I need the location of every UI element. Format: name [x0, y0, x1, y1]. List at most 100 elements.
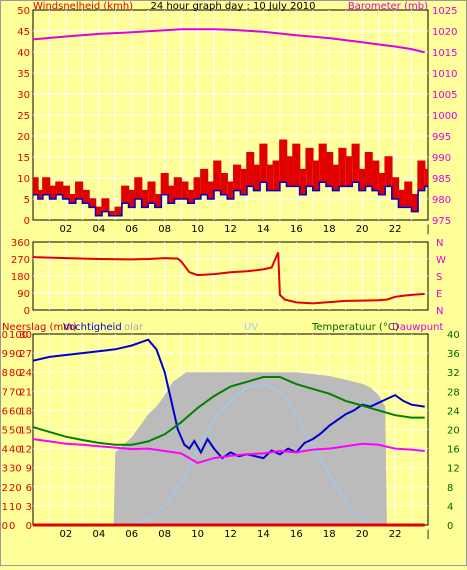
humidity-tick-label: 90 [9, 349, 22, 360]
wind-gust-bar [207, 182, 215, 199]
humidity-tick-label: 80 [9, 368, 22, 379]
uv-line [115, 383, 371, 526]
x-tick-label: 22 [389, 529, 402, 540]
x-tick-label: 08 [158, 224, 171, 235]
temperature-axis-label: Temperatuur (°C) [311, 322, 399, 333]
temp-left-tick-label: 0 [26, 521, 32, 532]
wind-gust-bar [266, 165, 274, 191]
wind-tick-label: 5 [24, 195, 30, 206]
temp-left-tick-label: 15 [19, 426, 32, 437]
wind-gust-bar [161, 173, 168, 195]
wind-average-line [33, 181, 428, 217]
temp-left-tick-label: 6 [26, 483, 32, 494]
wind-gust-bar [220, 173, 228, 195]
temperature-tick-label: 16 [447, 445, 460, 456]
wind-gust-bar [214, 161, 221, 191]
wind-gust-bar [339, 148, 346, 187]
wind-gust-bar [273, 161, 280, 191]
rain-tick-label: 2 [2, 483, 8, 494]
uv-axis-label: UV [244, 322, 258, 333]
wind-tick-label: 45 [17, 27, 30, 38]
wind-series [32, 28, 428, 217]
wind-gust-bar [286, 157, 294, 187]
temp-left-tick-label: 18 [19, 406, 32, 417]
wind-gust-bar [82, 190, 89, 204]
wind-gust-bar [42, 178, 50, 195]
temperature-tick-label: 32 [447, 368, 460, 379]
temperature-series [32, 338, 425, 527]
temp-left-tick-label: 12 [19, 445, 32, 456]
temperature-tick-label: 12 [447, 464, 460, 475]
x-tick-label: 18 [323, 224, 336, 235]
wind-axis-label: Windsnelheid (kmh) [33, 1, 133, 12]
barometer-tick-label: 975 [432, 216, 451, 227]
x-tick-label: | [426, 224, 429, 235]
temp-left-tick-label: 9 [26, 464, 32, 475]
rain-tick-label: 5 [2, 426, 8, 437]
dewpoint-axis-label: Dauwpunt [392, 322, 443, 333]
temperature-tick-label: 24 [447, 406, 460, 417]
barometer-tick-label: 1000 [432, 111, 457, 122]
compass-tick-label: S [436, 272, 442, 283]
x-tick-label: 06 [125, 529, 138, 540]
wind-gust-bar [404, 182, 412, 208]
wind-gust-bar [372, 161, 379, 191]
wind-axes: 0510152025303540455097598098599099510001… [17, 6, 457, 235]
wind-gust-bar [227, 182, 234, 199]
wind-gust-bar [325, 152, 333, 187]
rain-tick-label: 7 [2, 387, 8, 398]
wind-gust-bar [102, 199, 109, 212]
x-tick-label: | [426, 529, 429, 540]
wind-gust-bar [260, 144, 267, 183]
x-tick-label: 12 [224, 529, 237, 540]
humidity-tick-label: 10 [9, 502, 22, 513]
x-tick-label: 14 [257, 224, 270, 235]
wind-gust-bar [246, 152, 254, 187]
humidity-tick-label: 0 [9, 521, 15, 532]
x-tick-label: 22 [389, 224, 402, 235]
humidity-tick-label: 50 [9, 426, 22, 437]
humidity-tick-label: 40 [9, 445, 22, 456]
wind-barometer-panel: 0510152025303540455097598098599099510001… [17, 1, 457, 235]
humidity-axis-label: Vochtigheid [63, 322, 122, 333]
temp-left-tick-label: 21 [19, 387, 32, 398]
barometer-tick-label: 1020 [432, 27, 457, 38]
wind-tick-label: 15 [17, 153, 30, 164]
x-tick-label: 16 [290, 529, 303, 540]
temperature-tick-label: 4 [447, 502, 453, 513]
barometer-tick-label: 980 [432, 195, 451, 206]
wind-gust-bar [312, 161, 320, 191]
wind-gust-bar [352, 144, 359, 183]
wind-gust-bar [319, 144, 326, 183]
rain-tick-label: 1 [2, 502, 8, 513]
temp-left-tick-label: 3 [26, 502, 32, 513]
wind-gust-bar [128, 190, 136, 208]
x-tick-label: 08 [158, 529, 171, 540]
x-tick-label: 16 [290, 224, 303, 235]
direction-tick-label: 180 [11, 272, 30, 283]
temp-left-tick-label: 30 [19, 330, 32, 341]
direction-series [32, 251, 425, 305]
wind-gust-bar [299, 169, 307, 195]
temperature-tick-label: 40 [447, 330, 460, 341]
wind-gust-bar [62, 186, 70, 199]
x-tick-label: 04 [92, 529, 105, 540]
wind-gust-bar [411, 194, 419, 212]
wind-gust-bar [33, 178, 38, 195]
wind-gust-bar [194, 178, 201, 199]
wind-gust-bar [121, 186, 129, 204]
temperature-tick-label: 36 [447, 349, 460, 360]
wind-gust-bar [167, 186, 175, 204]
wind-gust-bar [69, 194, 76, 204]
solar-area [33, 372, 425, 525]
wind-gust-bar [345, 157, 353, 187]
barometer-line [32, 28, 425, 54]
direction-tick-label: 270 [11, 255, 30, 266]
wind-gust-bar [398, 190, 405, 208]
x-tick-label: 20 [356, 224, 369, 235]
wind-gust-bar [233, 165, 241, 191]
wind-gust-bar [181, 182, 188, 199]
barometer-axis-label: Barometer (mb) [348, 1, 428, 12]
rain-tick-label: 10 [0, 330, 8, 341]
direction-grid [33, 242, 428, 310]
